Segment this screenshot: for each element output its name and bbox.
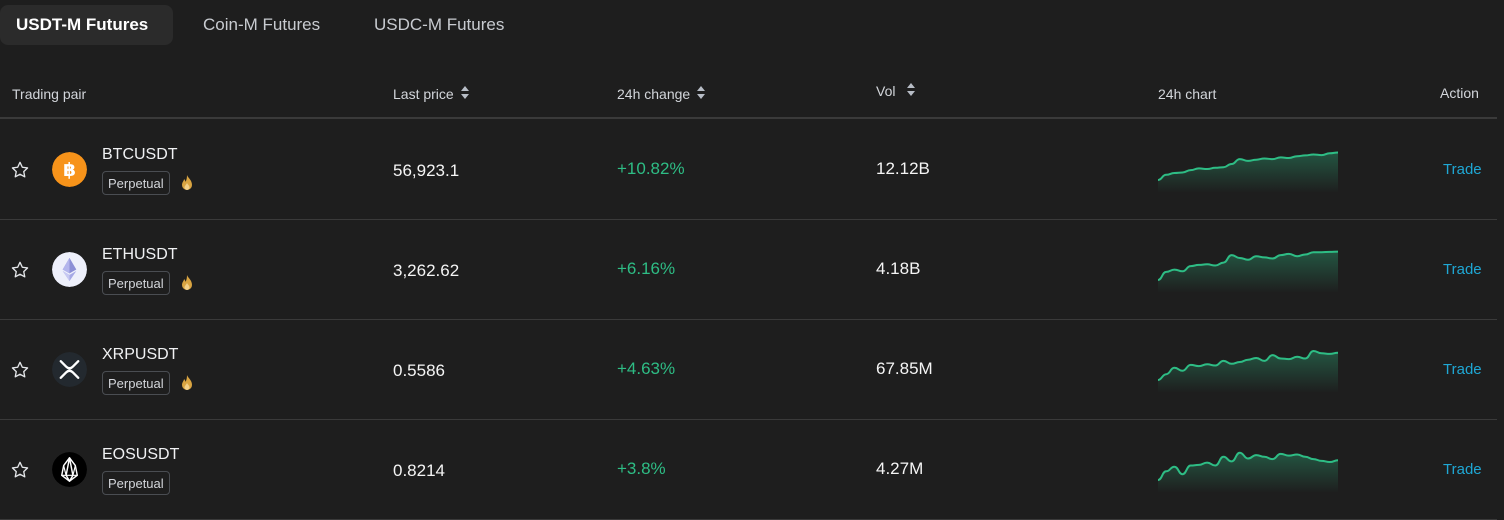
volume: 4.18B	[876, 259, 921, 278]
trade-link[interactable]: Trade	[1443, 261, 1482, 278]
header-24h-chart-label: 24h chart	[1158, 86, 1217, 102]
pair-symbol[interactable]: BTCUSDT	[102, 146, 178, 163]
24h-change: +6.16%	[617, 259, 676, 278]
eos-icon	[52, 452, 87, 487]
ethereum-icon	[52, 252, 87, 287]
tab-usdc-m-futures[interactable]: USDC-M Futures	[374, 15, 505, 34]
header-last-price[interactable]: Last price	[393, 86, 470, 102]
table-row[interactable]: ETHUSDT Perpetual 3,262.62 +6.16% 4.18B …	[0, 220, 1497, 320]
sparkline-line	[1157, 250, 1339, 281]
fire-icon	[182, 375, 192, 390]
volume: 67.85M	[876, 359, 933, 378]
header-24h-change[interactable]: 24h change	[617, 86, 706, 102]
header-24h-change-label: 24h change	[617, 86, 691, 102]
sort-icon[interactable]	[907, 82, 916, 98]
24h-change: +3.8%	[617, 459, 666, 478]
header-trading-pair-label: Trading pair	[12, 86, 87, 102]
sparkline-line	[1157, 151, 1339, 181]
bitcoin-icon: ฿	[52, 152, 87, 187]
sparkline-area	[1158, 452, 1338, 493]
header-action: Action	[1440, 85, 1479, 101]
star-icon[interactable]	[10, 360, 30, 380]
tab-coin-m-futures[interactable]: Coin-M Futures	[203, 15, 321, 34]
star-icon[interactable]	[10, 160, 30, 180]
star-icon[interactable]	[10, 460, 30, 480]
sparkline-line	[1157, 349, 1339, 381]
volume: 4.27M	[876, 459, 924, 478]
svg-text:฿: ฿	[63, 160, 76, 181]
last-price: 56,923.1	[393, 161, 460, 180]
trade-link[interactable]: Trade	[1443, 161, 1482, 178]
header-vol[interactable]: Vol	[876, 83, 916, 99]
last-price: 0.5586	[393, 361, 445, 380]
star-icon[interactable]	[10, 260, 30, 280]
sparkline-chart	[1157, 451, 1339, 493]
24h-change: +4.63%	[617, 359, 676, 378]
header-24h-chart: 24h chart	[1158, 86, 1216, 102]
last-price: 0.8214	[393, 461, 445, 480]
sparkline-chart	[1157, 349, 1339, 393]
table-header: Trading pair Last price 24h change Vol 2…	[0, 68, 1497, 119]
perpetual-badge: Perpetual	[102, 371, 170, 395]
volume: 12.12B	[876, 159, 930, 178]
perpetual-badge: Perpetual	[102, 271, 170, 295]
tab-usdt-m-futures[interactable]: USDT-M Futures	[0, 5, 173, 45]
fire-icon	[182, 275, 192, 290]
sort-icon[interactable]	[460, 85, 470, 101]
perpetual-badge: Perpetual	[102, 471, 170, 495]
sparkline-area	[1158, 251, 1338, 293]
sparkline-area	[1158, 152, 1338, 193]
fire-icon	[182, 175, 192, 190]
xrp-icon	[52, 352, 87, 387]
sparkline-chart	[1157, 151, 1339, 193]
header-last-price-label: Last price	[393, 86, 454, 102]
perpetual-badge: Perpetual	[102, 171, 170, 195]
market-tabs: USDT-M Futures Coin-M Futures USDC-M Fut…	[0, 0, 1504, 50]
24h-change: +10.82%	[617, 159, 685, 178]
pair-symbol[interactable]: ETHUSDT	[102, 246, 178, 263]
pair-symbol[interactable]: XRPUSDT	[102, 346, 179, 363]
sparkline-line	[1157, 451, 1339, 481]
header-trading-pair: Trading pair	[12, 86, 86, 102]
sparkline-area	[1158, 351, 1338, 393]
trade-link[interactable]: Trade	[1443, 361, 1482, 378]
table-row[interactable]: EOSUSDT Perpetual 0.8214 +3.8% 4.27M Tra…	[0, 420, 1497, 520]
sort-icon[interactable]	[697, 85, 706, 101]
last-price: 3,262.62	[393, 261, 460, 280]
pair-symbol[interactable]: EOSUSDT	[102, 446, 180, 463]
header-action-label: Action	[1440, 85, 1479, 101]
trade-link[interactable]: Trade	[1443, 461, 1482, 478]
header-vol-label: Vol	[876, 83, 896, 99]
sparkline-chart	[1157, 250, 1339, 293]
table-row[interactable]: XRPUSDT Perpetual 0.5586 +4.63% 67.85M T…	[0, 320, 1497, 420]
table-row[interactable]: ฿ BTCUSDT Perpetual 56,923.1 +10.82% 12.…	[0, 120, 1497, 220]
